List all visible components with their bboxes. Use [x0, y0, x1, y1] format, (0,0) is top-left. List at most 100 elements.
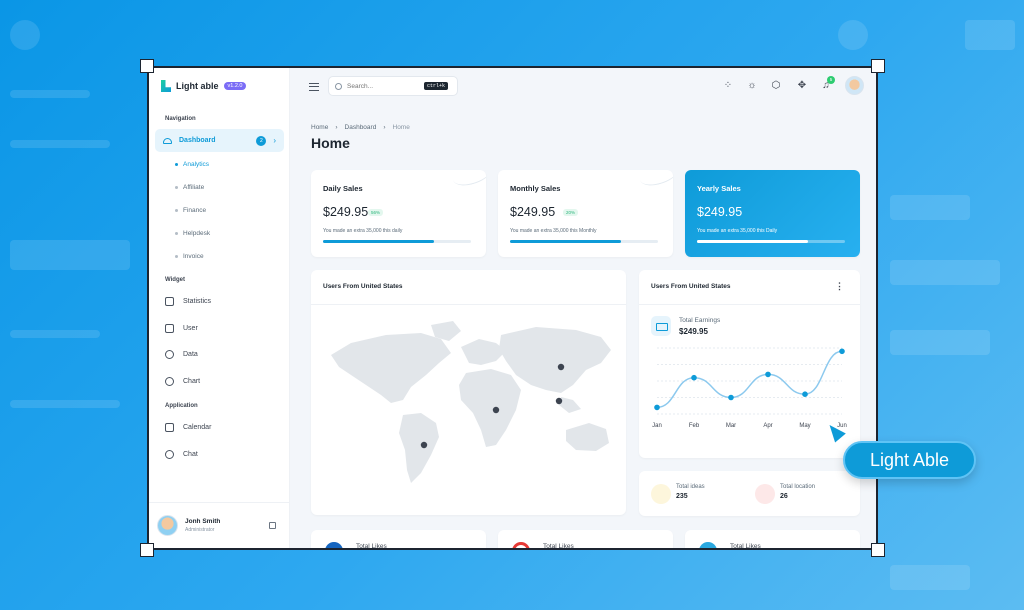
data-point-apr[interactable]	[765, 371, 771, 378]
map-marker[interactable]	[420, 441, 428, 449]
dashboard-window: Light able v1.2.0 Navigation Dashboard 2…	[147, 66, 878, 550]
card-title: Users From United States	[651, 283, 731, 290]
app-name: Light able	[176, 81, 219, 91]
bg-decoration	[890, 330, 990, 355]
asia	[499, 327, 611, 393]
sidebar-item-label: Statistics	[183, 298, 212, 305]
bg-decoration	[10, 140, 110, 148]
bell-icon[interactable]: ♫	[822, 80, 830, 91]
card-title: Daily Sales	[323, 184, 363, 193]
stat-value: $249.95	[697, 205, 743, 219]
series-line	[656, 350, 843, 409]
greenland	[431, 321, 461, 341]
sidebar-subitem-analytics[interactable]: Analytics	[175, 161, 209, 168]
lightning-icon	[651, 484, 671, 504]
search-box[interactable]: ctrl+k	[328, 76, 458, 96]
map-marker[interactable]	[492, 406, 500, 414]
sun-icon[interactable]: ☼	[747, 80, 757, 91]
south-america	[399, 413, 439, 483]
section-application: Application	[165, 403, 198, 409]
decorative-swirl	[636, 170, 673, 190]
data-point-feb[interactable]	[691, 374, 697, 381]
resize-handle[interactable]	[140, 59, 154, 73]
search-input[interactable]	[347, 82, 419, 90]
location-icon	[755, 484, 775, 504]
progress-bar	[510, 240, 658, 243]
stat-value: 235	[676, 493, 688, 500]
data-point-may[interactable]	[802, 391, 808, 397]
twitter-icon	[699, 542, 717, 548]
earnings-card: Users From United States ⋮ Total Earning…	[639, 270, 860, 458]
north-america	[331, 333, 451, 403]
divider	[639, 304, 860, 305]
user-icon	[165, 324, 174, 333]
header-avatar[interactable]	[845, 76, 864, 95]
sidebar-item-chart[interactable]: Chart	[165, 377, 200, 386]
stat-note: You made an extra 35,000 this daily	[323, 228, 403, 234]
sidebar-item-user[interactable]: User	[165, 324, 198, 333]
settings-icon[interactable]: ⬡	[771, 80, 781, 91]
section-navigation: Navigation	[165, 116, 196, 122]
resize-handle[interactable]	[140, 543, 154, 557]
bg-decoration	[890, 260, 1000, 285]
yearly-sales-card: Yearly Sales $249.95 You made an extra 3…	[685, 170, 860, 257]
user-profile[interactable]: Jonh Smith Administrator	[149, 502, 290, 548]
sidebar-item-calendar[interactable]: Calendar	[165, 423, 211, 432]
data-point-jun[interactable]	[839, 348, 845, 355]
bg-decoration	[890, 565, 970, 590]
sidebar-subitem-helpdesk[interactable]: Helpdesk	[175, 230, 210, 237]
logo[interactable]: Light able v1.2.0	[161, 80, 247, 92]
wallet-icon	[651, 316, 671, 336]
progress-fill	[323, 240, 434, 243]
card-label: Total Likes	[730, 543, 761, 550]
sidebar-item-data[interactable]: Data	[165, 350, 198, 359]
card-label: Total Likes	[543, 543, 574, 550]
menu-toggle-icon[interactable]	[309, 83, 319, 91]
africa	[459, 369, 521, 447]
dashboard-icon	[163, 137, 172, 144]
sidebar-subitem-finance[interactable]: Finance	[175, 207, 206, 214]
percent-badge: 56%	[368, 209, 384, 216]
sidebar-subitem-label: Finance	[183, 207, 207, 214]
apps-grid-icon[interactable]: ⁘	[723, 80, 733, 91]
statistics-icon	[165, 297, 174, 306]
map-marker[interactable]	[555, 397, 563, 405]
sidebar-item-statistics[interactable]: Statistics	[165, 297, 211, 306]
logo-icon	[161, 80, 171, 92]
stat-label: Total ideas	[676, 484, 705, 490]
stat-value: $249.95	[510, 205, 556, 219]
map-marker[interactable]	[557, 363, 565, 371]
share-icon[interactable]: ✥	[797, 80, 807, 91]
sidebar-subitem-invoice[interactable]: Invoice	[175, 253, 204, 260]
data-point-jan[interactable]	[654, 404, 660, 411]
chart-icon	[165, 377, 174, 386]
sidebar-subitem-label: Invoice	[183, 253, 204, 260]
breadcrumb-dashboard[interactable]: Dashboard	[344, 124, 377, 131]
avatar	[157, 515, 178, 536]
sidebar-subitem-label: Affiliate	[183, 184, 205, 191]
decorative-swirl	[449, 170, 486, 190]
more-options-icon[interactable]: ⋮	[835, 281, 844, 291]
x-tick-label: Mar	[726, 423, 736, 429]
bg-decoration	[10, 20, 40, 50]
bullet-icon	[175, 186, 178, 189]
resize-handle[interactable]	[871, 59, 885, 73]
stat-note: You made an extra 35,000 this Monthly	[510, 228, 597, 234]
x-tick-label: Jan	[652, 423, 662, 429]
search-icon	[335, 82, 342, 90]
likes-card: Total Likes	[498, 530, 673, 550]
breadcrumb-home[interactable]: Home	[311, 124, 329, 131]
x-tick-label: Jun	[837, 423, 847, 429]
sidebar-subitem-affiliate[interactable]: Affiliate	[175, 184, 204, 191]
likes-card: Total Likes	[685, 530, 860, 550]
brand-callout: Light Able	[843, 441, 976, 479]
resize-handle[interactable]	[871, 543, 885, 557]
data-point-mar[interactable]	[728, 394, 734, 401]
sidebar-item-label: User	[183, 325, 198, 332]
sidebar-item-label: Chat	[183, 451, 198, 458]
shortcut-hint: ctrl+k	[424, 82, 449, 90]
bg-decoration	[10, 330, 100, 338]
sidebar-item-dashboard[interactable]: Dashboard 2 ›	[155, 129, 284, 152]
sidebar-item-chat[interactable]: Chat	[165, 450, 198, 459]
logout-icon[interactable]	[269, 522, 276, 529]
